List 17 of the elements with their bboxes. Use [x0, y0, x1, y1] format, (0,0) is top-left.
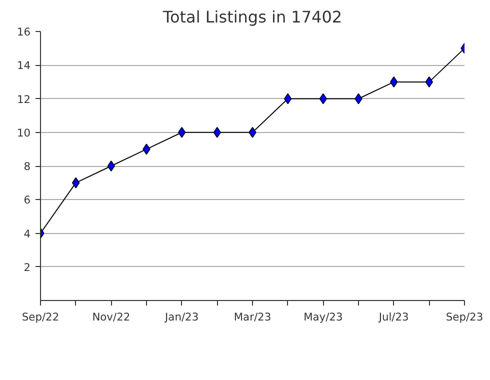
point: [107, 160, 115, 172]
chart-title: Total Listings in 17402: [162, 8, 342, 26]
x-tick-label: Jan/23: [164, 310, 199, 324]
y-tick-label: 14: [16, 59, 31, 72]
x-tick-label: Nov/22: [92, 310, 130, 324]
x-tick-label: May/23: [304, 310, 343, 324]
y-tick-label: 10: [16, 126, 31, 140]
y-tick-label: 2: [24, 260, 30, 274]
y-tick-label: 16: [16, 26, 31, 38]
y-tick-label: 4: [24, 227, 31, 240]
y-tick-label: 12: [16, 92, 31, 106]
y-tick-label: 6: [24, 194, 31, 207]
x-tick-label: Sep/22: [22, 310, 60, 324]
x-tick-label: Sep/23: [446, 310, 484, 324]
x-tick-label: Mar/23: [234, 310, 272, 324]
x-tick-label: Jul/23: [378, 310, 409, 324]
y-tick-label: 8: [24, 160, 31, 173]
